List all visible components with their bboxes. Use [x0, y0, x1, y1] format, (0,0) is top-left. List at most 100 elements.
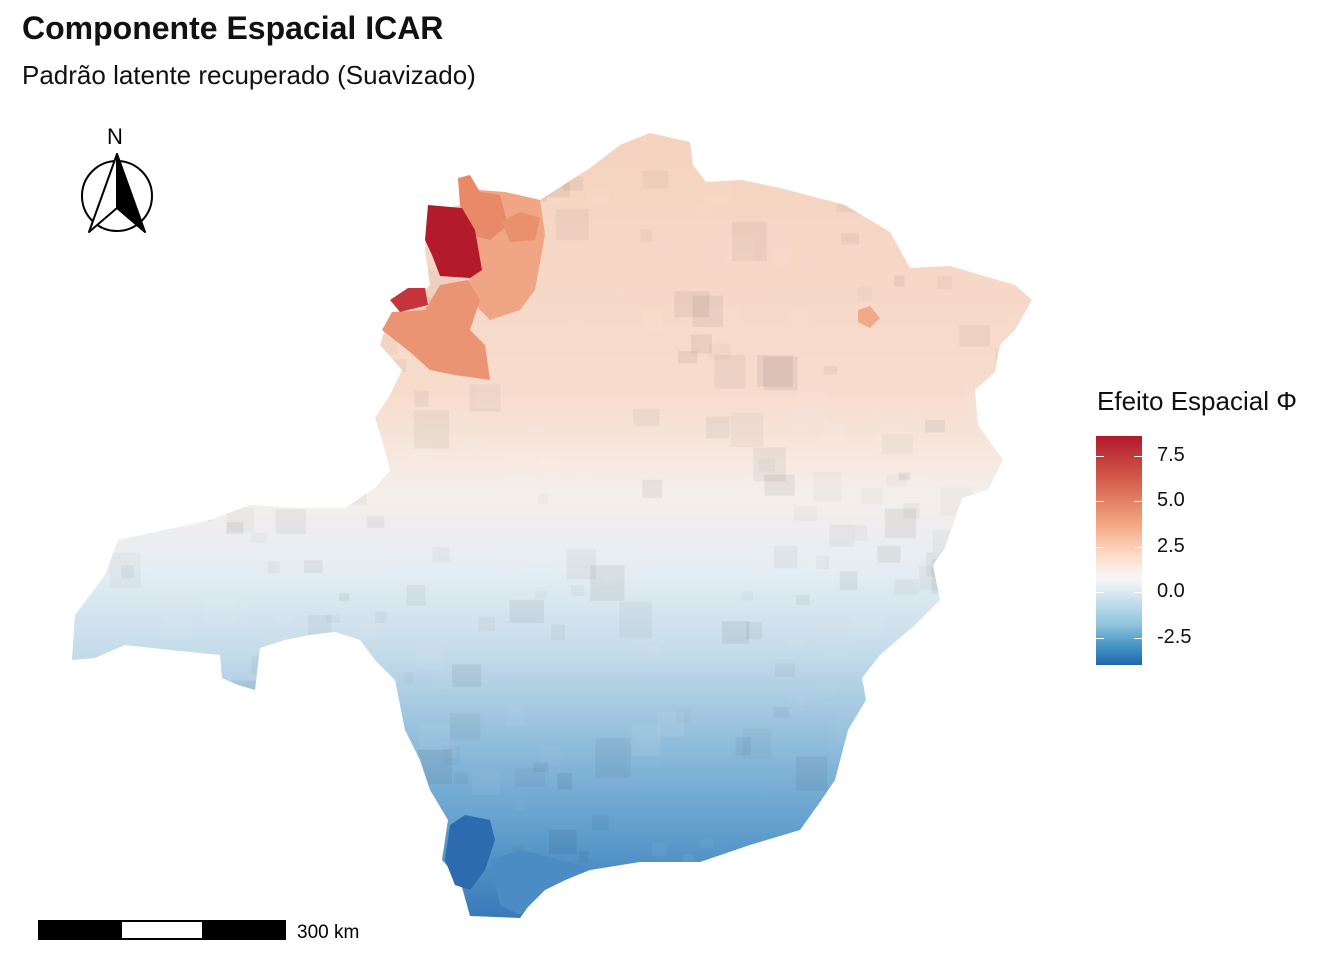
municipality-cell: [432, 547, 449, 562]
municipality-cell: [241, 151, 267, 168]
municipality-cell: [230, 714, 245, 725]
municipality-cell: [496, 160, 508, 170]
municipality-cell: [794, 506, 817, 521]
municipality-cell: [282, 334, 304, 351]
municipality-cell: [514, 799, 527, 810]
municipality-cell: [222, 307, 246, 324]
municipality-cell: [872, 817, 903, 850]
municipality-cell: [788, 640, 802, 650]
municipality-cell: [539, 457, 562, 484]
municipality-cell: [306, 654, 320, 667]
municipality-cell: [272, 736, 289, 755]
municipality-cell: [775, 663, 795, 676]
municipality-cell: [878, 367, 891, 381]
region-high-4: [382, 280, 490, 380]
municipality-cell: [323, 241, 353, 269]
municipality-cell: [795, 756, 828, 791]
municipality-cell: [590, 565, 625, 601]
municipality-cell: [571, 879, 588, 891]
municipality-cell: [735, 737, 751, 756]
municipality-cell: [321, 452, 344, 471]
municipality-cell: [351, 735, 379, 754]
municipality-cell: [252, 188, 286, 229]
municipality-cell: [424, 611, 436, 621]
municipality-cell: [566, 549, 597, 580]
municipality-cell: [886, 474, 906, 486]
municipality-cell: [817, 681, 834, 697]
municipality-cell: [954, 758, 984, 781]
municipality-cell: [186, 161, 201, 178]
municipality-cell: [870, 713, 895, 742]
legend-tick-right: [1134, 546, 1142, 548]
municipality-cell: [956, 263, 974, 276]
municipality-cell: [176, 250, 187, 262]
municipality-cell: [937, 869, 965, 889]
municipality-cell: [199, 292, 217, 304]
municipality-cell: [384, 837, 399, 849]
municipality-cell: [275, 509, 306, 534]
municipality-cell: [640, 229, 652, 242]
municipality-cell: [741, 592, 753, 601]
municipality-cell: [213, 693, 238, 723]
municipality-cell: [225, 397, 238, 407]
municipality-cell: [1001, 492, 1034, 523]
municipality-cell: [278, 725, 307, 751]
legend-tick-left: [1096, 455, 1104, 457]
municipality-cell: [475, 383, 503, 408]
municipality-cell: [107, 895, 119, 908]
municipality-cell: [642, 479, 663, 498]
municipality-cell: [478, 617, 495, 631]
municipality-cell: [834, 705, 868, 745]
municipality-cell: [763, 356, 798, 391]
municipality-cell: [962, 397, 991, 424]
municipality-cell: [258, 189, 291, 211]
municipality-cell: [829, 524, 855, 547]
municipality-cell: [264, 636, 282, 648]
municipality-cell: [526, 488, 537, 497]
municipality-cell: [181, 734, 216, 763]
region-high-5: [858, 306, 880, 328]
municipality-cell: [207, 696, 240, 717]
municipality-cell: [819, 623, 850, 659]
municipality-cell: [774, 545, 798, 568]
municipality-cell: [141, 519, 172, 551]
municipality-cell: [933, 530, 963, 553]
municipality-cell: [348, 803, 373, 821]
municipality-cell: [294, 347, 322, 365]
municipality-cell: [274, 545, 293, 557]
municipality-cell: [979, 749, 1013, 774]
municipality-cell: [133, 720, 151, 731]
municipality-cell: [999, 710, 1033, 744]
municipality-cell: [732, 221, 768, 262]
municipality-cell: [640, 520, 654, 533]
municipality-cell: [633, 409, 659, 426]
municipality-cell: [331, 353, 348, 372]
state-region: [72, 133, 1032, 918]
municipality-cell: [129, 662, 166, 691]
municipality-cell: [310, 691, 338, 715]
municipality-cell: [894, 275, 905, 287]
municipality-cell: [226, 808, 240, 822]
municipality-cell: [1001, 644, 1015, 658]
region-low-2: [490, 850, 590, 915]
municipality-cell: [211, 300, 231, 320]
municipality-cell: [570, 318, 583, 332]
municipality-cell: [701, 232, 736, 271]
municipality-cell: [303, 560, 323, 574]
municipality-cell: [450, 411, 469, 428]
municipality-cell: [882, 434, 913, 454]
municipality-cell: [442, 743, 458, 759]
municipality-cell: [318, 512, 330, 521]
municipality-cell: [839, 571, 858, 591]
municipality-cell: [703, 178, 732, 202]
municipality-cell: [251, 656, 269, 675]
municipality-cell: [995, 349, 1007, 361]
municipality-cell: [803, 550, 818, 561]
municipality-cell: [267, 561, 279, 573]
legend-tick-right: [1134, 501, 1142, 503]
municipality-cell: [505, 704, 525, 726]
municipality-cell: [741, 160, 757, 171]
municipality-cell: [647, 645, 661, 656]
municipality-cell: [213, 239, 246, 275]
